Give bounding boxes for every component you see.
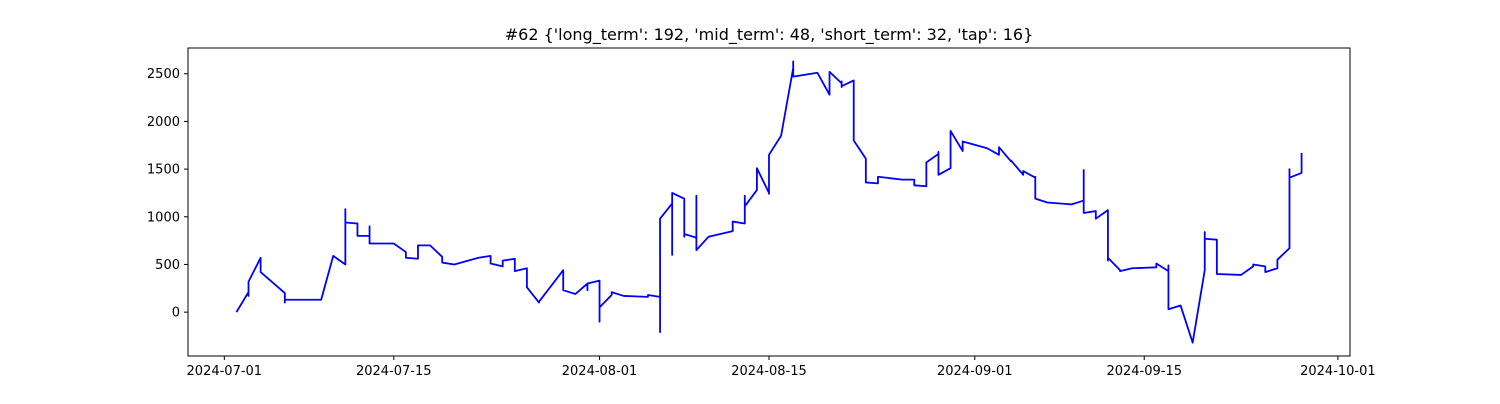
y-tick-label: 500 — [155, 258, 180, 273]
y-tick-label: 2000 — [147, 115, 180, 130]
y-tick-label: 2500 — [147, 67, 180, 82]
x-tick-label: 2024-07-01 — [187, 364, 263, 379]
x-tick-label: 2024-09-15 — [1106, 364, 1182, 379]
y-tick-label: 0 — [172, 306, 180, 321]
x-tick-label: 2024-07-15 — [356, 364, 432, 379]
x-tick-label: 2024-08-01 — [562, 364, 638, 379]
chart-title: #62 {'long_term': 192, 'mid_term': 48, '… — [505, 25, 1034, 45]
y-tick-label: 1000 — [147, 210, 180, 225]
x-tick-label: 2024-09-01 — [937, 364, 1013, 379]
x-tick-label: 2024-08-15 — [731, 364, 807, 379]
x-tick-label: 2024-10-01 — [1300, 364, 1376, 379]
y-tick-label: 1500 — [147, 163, 180, 178]
data-line — [235, 60, 1303, 344]
